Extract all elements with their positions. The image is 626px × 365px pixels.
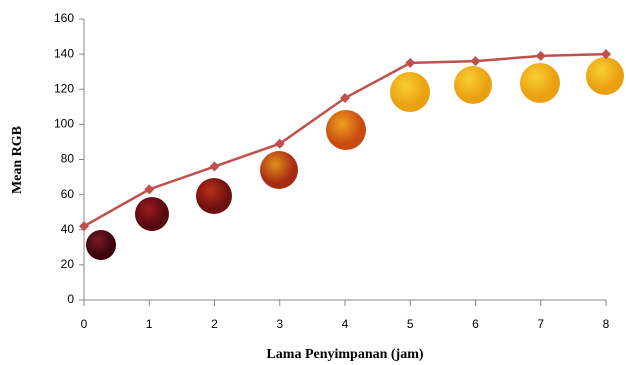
y-tick-label: 100 [54,117,74,131]
y-tick-label: 20 [61,257,75,271]
y-tick-label: 140 [54,46,74,60]
y-tick-label: 60 [61,187,75,201]
x-tick-label: 7 [537,317,544,331]
x-tick-label: 6 [472,317,479,331]
point-marker [144,184,154,194]
x-tick-label: 1 [146,317,153,331]
sample-image [390,72,430,112]
sample-image [196,178,232,214]
sample-image [86,230,116,260]
x-axis-title: Lama Penyimpanan (jam) [266,347,423,362]
y-axis-title: Mean RGB [10,126,25,194]
point-marker [405,58,415,68]
sample-images [86,57,624,260]
sample-image [326,110,366,150]
y-tick-label: 40 [61,222,75,236]
y-tick-label: 80 [61,152,75,166]
x-tick-label: 2 [211,317,218,331]
point-marker [471,56,481,66]
sample-image [135,197,169,231]
sample-image [260,151,298,189]
point-marker [210,162,220,172]
x-tick-label: 8 [603,317,610,331]
x-tick-label: 0 [81,317,88,331]
point-marker [536,51,546,61]
x-tick-label: 3 [276,317,283,331]
y-tick-label: 120 [54,81,74,95]
y-tick-label: 0 [67,292,74,306]
chart: Lama Penyimpanan (jam) Mean RGB 02040608… [0,0,626,365]
y-tick-label: 160 [54,11,74,25]
sample-image [454,66,492,104]
x-tick-label: 5 [407,317,414,331]
sample-image [520,63,560,103]
x-tick-label: 4 [342,317,349,331]
sample-image [586,57,624,95]
